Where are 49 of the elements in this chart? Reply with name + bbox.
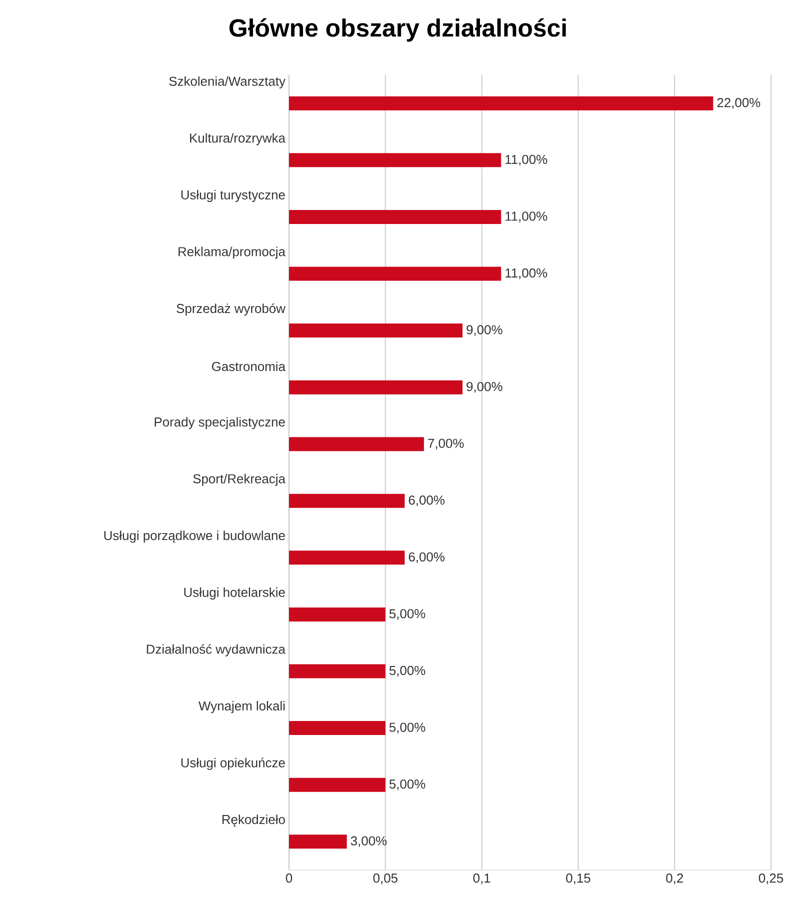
y-tick-label: Rękodzieło xyxy=(222,814,285,827)
data-label: 5,00% xyxy=(389,779,426,790)
x-tick-label: 0,15 xyxy=(566,874,590,884)
y-tick-label: Wynajem lokali xyxy=(198,701,285,714)
data-label: 22,00% xyxy=(717,98,760,109)
y-tick-label: Sprzedaż wyrobów xyxy=(176,303,286,316)
data-label: 11,00% xyxy=(506,268,548,280)
y-tick-label: Sport/Rekreacja xyxy=(193,474,286,486)
data-label: 5,00% xyxy=(389,666,426,677)
x-tick-label: 0,2 xyxy=(666,874,683,884)
bar xyxy=(289,721,386,736)
y-tick-label: Usługi turystyczne xyxy=(181,190,285,202)
bar xyxy=(289,324,463,338)
x-tick-label: 0,25 xyxy=(758,874,784,884)
bar xyxy=(289,664,386,678)
chart-title: Główne obszary działalności xyxy=(229,18,566,42)
data-label: 9,00% xyxy=(466,382,502,393)
x-tick-label: 0 xyxy=(286,874,292,883)
bar xyxy=(289,380,463,394)
x-tick-label: 0,05 xyxy=(373,874,398,884)
y-tick-label: Kultura/rozrywka xyxy=(190,133,286,146)
data-label: 5,00% xyxy=(389,609,426,620)
y-tick-label: Gastronomia xyxy=(212,362,286,372)
data-label: 11,00% xyxy=(506,154,548,166)
y-tick-label: Porady specjalistyczne xyxy=(154,417,285,430)
bar xyxy=(289,266,502,281)
data-label: 3,00% xyxy=(350,836,387,847)
y-tick-label: Usługi porządkowe i budowlane xyxy=(104,530,285,543)
bar xyxy=(289,834,347,849)
data-label: 6,00% xyxy=(408,496,444,506)
data-label: 9,00% xyxy=(466,325,502,336)
bar xyxy=(289,153,502,168)
data-label: 7,00% xyxy=(428,438,464,450)
data-label: 6,00% xyxy=(408,552,444,564)
y-tick-label: Działalność wydawnicza xyxy=(146,644,286,656)
bar xyxy=(289,494,405,508)
y-tick-label: Usługi opiekuńcze xyxy=(181,758,285,770)
data-label: 5,00% xyxy=(389,722,426,734)
y-tick-label: Szkolenia/Warsztaty xyxy=(169,76,286,88)
bar xyxy=(289,96,714,110)
bar xyxy=(289,778,386,792)
y-tick-label: Reklama/promocja xyxy=(178,246,286,259)
data-label: 11,00% xyxy=(506,212,548,222)
bar xyxy=(289,437,424,452)
bar xyxy=(289,210,502,224)
x-tick-label: 0,1 xyxy=(473,874,490,884)
bar xyxy=(289,550,405,565)
y-tick-label: Usługi hotelarskie xyxy=(184,587,285,600)
bar xyxy=(289,607,386,622)
